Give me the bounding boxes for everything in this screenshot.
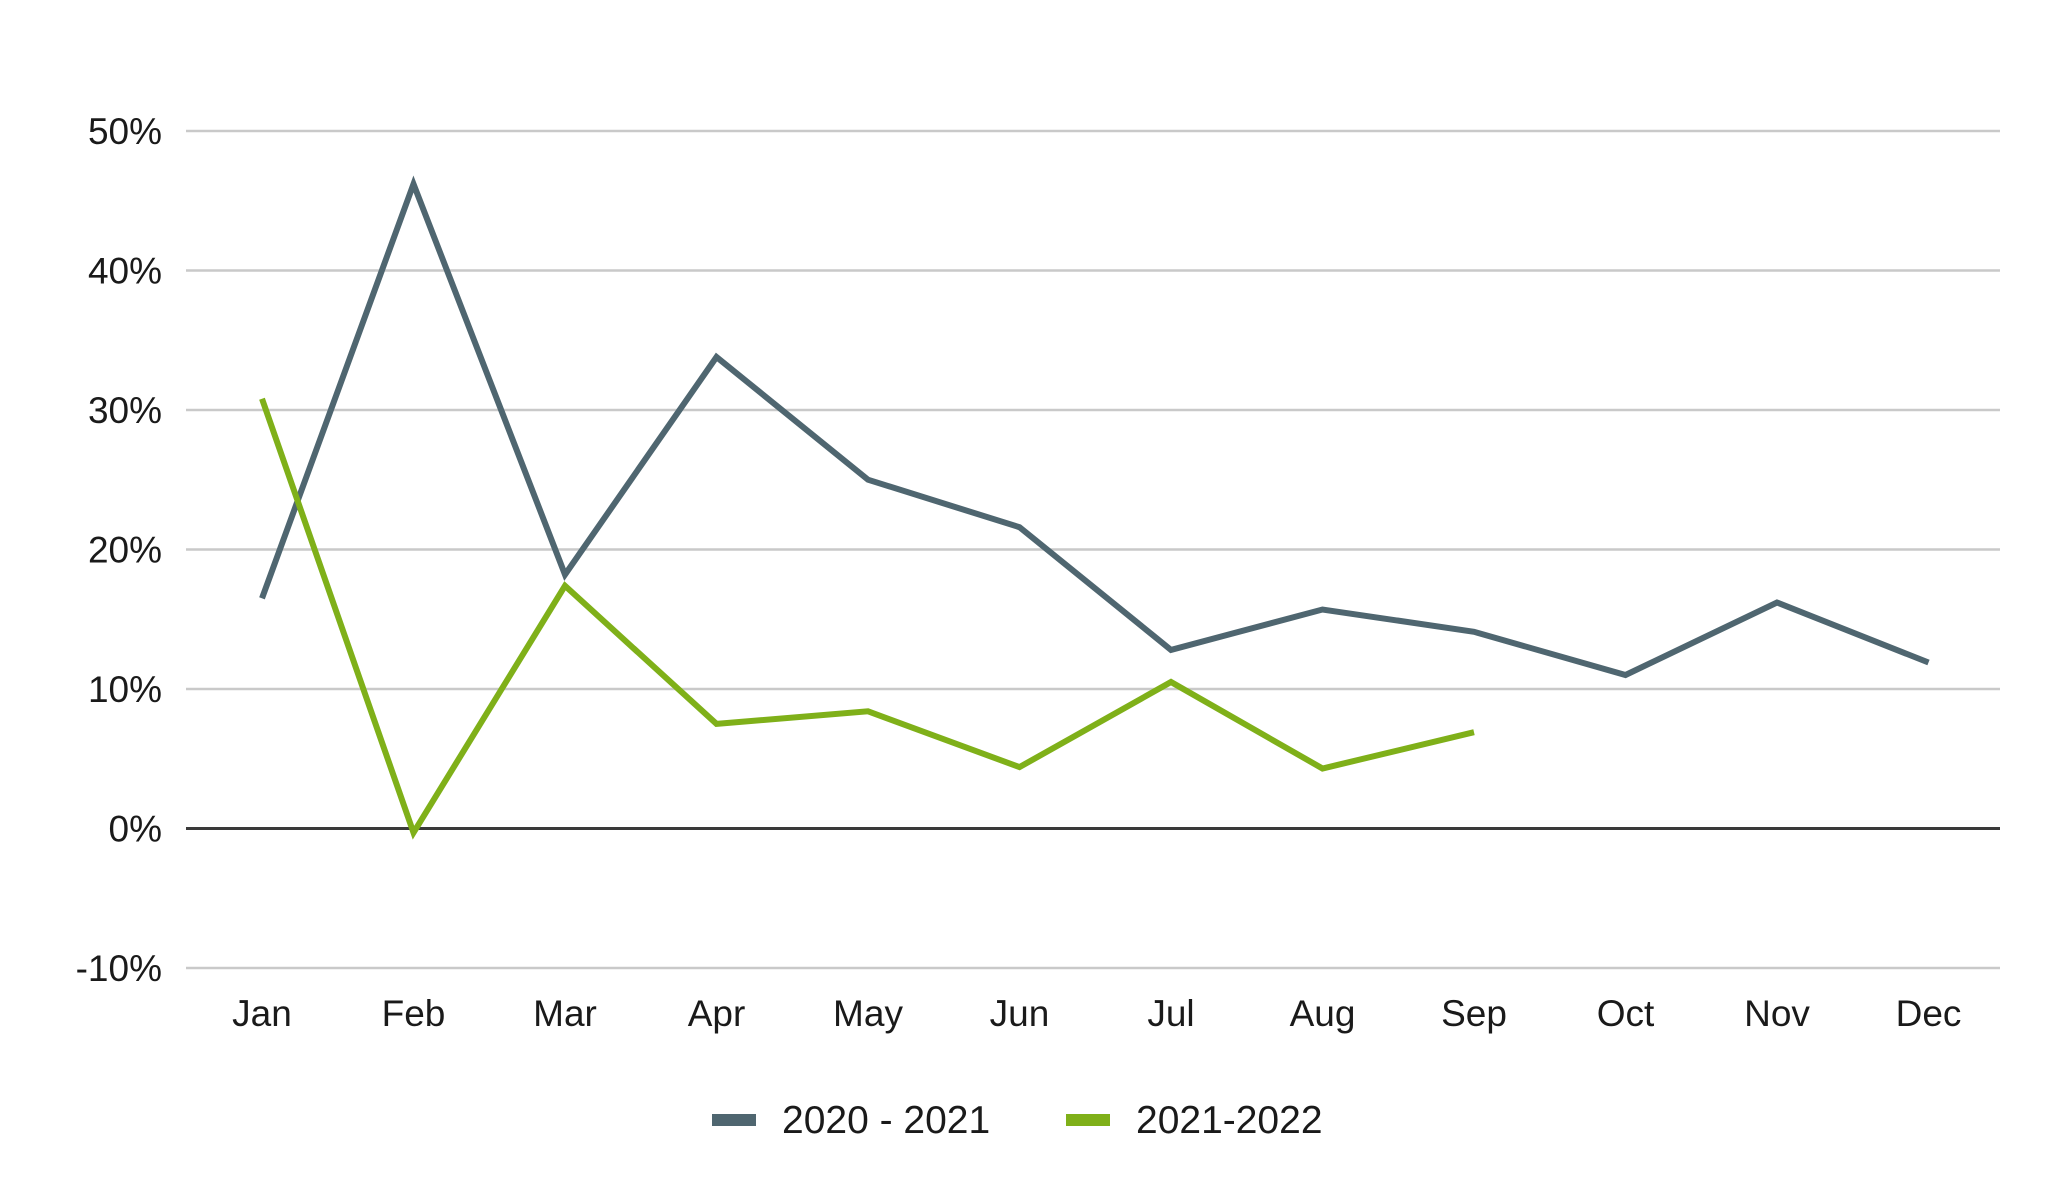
x-tick-label: Nov: [1744, 993, 1810, 1034]
x-tick-label: Sep: [1441, 993, 1507, 1034]
x-tick-label: Jan: [232, 993, 292, 1034]
y-tick-label: 0%: [109, 809, 162, 850]
x-tick-label: Jul: [1147, 993, 1194, 1034]
y-tick-label: 50%: [88, 111, 162, 152]
series-layer: [259, 175, 1930, 840]
x-tick-label: Apr: [688, 993, 746, 1034]
grid-lines: [186, 129, 2000, 970]
y-tick-label: 40%: [88, 251, 162, 292]
legend-swatch: [712, 1114, 756, 1126]
x-axis: Jan Feb Mar Apr May Jun Jul Aug Sep Oct Nov Dec: [232, 993, 1961, 1034]
series-line-2: [259, 397, 1475, 840]
y-tick-label: 10%: [88, 669, 162, 710]
x-tick-label: Oct: [1597, 993, 1655, 1034]
y-tick-label: 30%: [88, 390, 162, 431]
legend: 2020 - 2021 2021-2022: [712, 1099, 1323, 1142]
legend-label: 2020 - 2021: [782, 1099, 990, 1142]
legend-label: 2021-2022: [1136, 1099, 1323, 1142]
series-line-1: [259, 175, 1930, 679]
x-tick-label: Aug: [1290, 993, 1356, 1034]
x-tick-label: Mar: [533, 993, 597, 1034]
x-tick-label: Feb: [382, 993, 446, 1034]
x-tick-label: Dec: [1896, 993, 1962, 1034]
y-tick-label: 20%: [88, 530, 162, 571]
legend-swatch: [1066, 1114, 1110, 1126]
x-tick-label: Jun: [990, 993, 1050, 1034]
y-tick-label: -10%: [76, 948, 162, 989]
x-tick-label: May: [833, 993, 903, 1034]
y-axis: -10% 0% 10% 20% 30% 40% 50%: [76, 111, 162, 989]
